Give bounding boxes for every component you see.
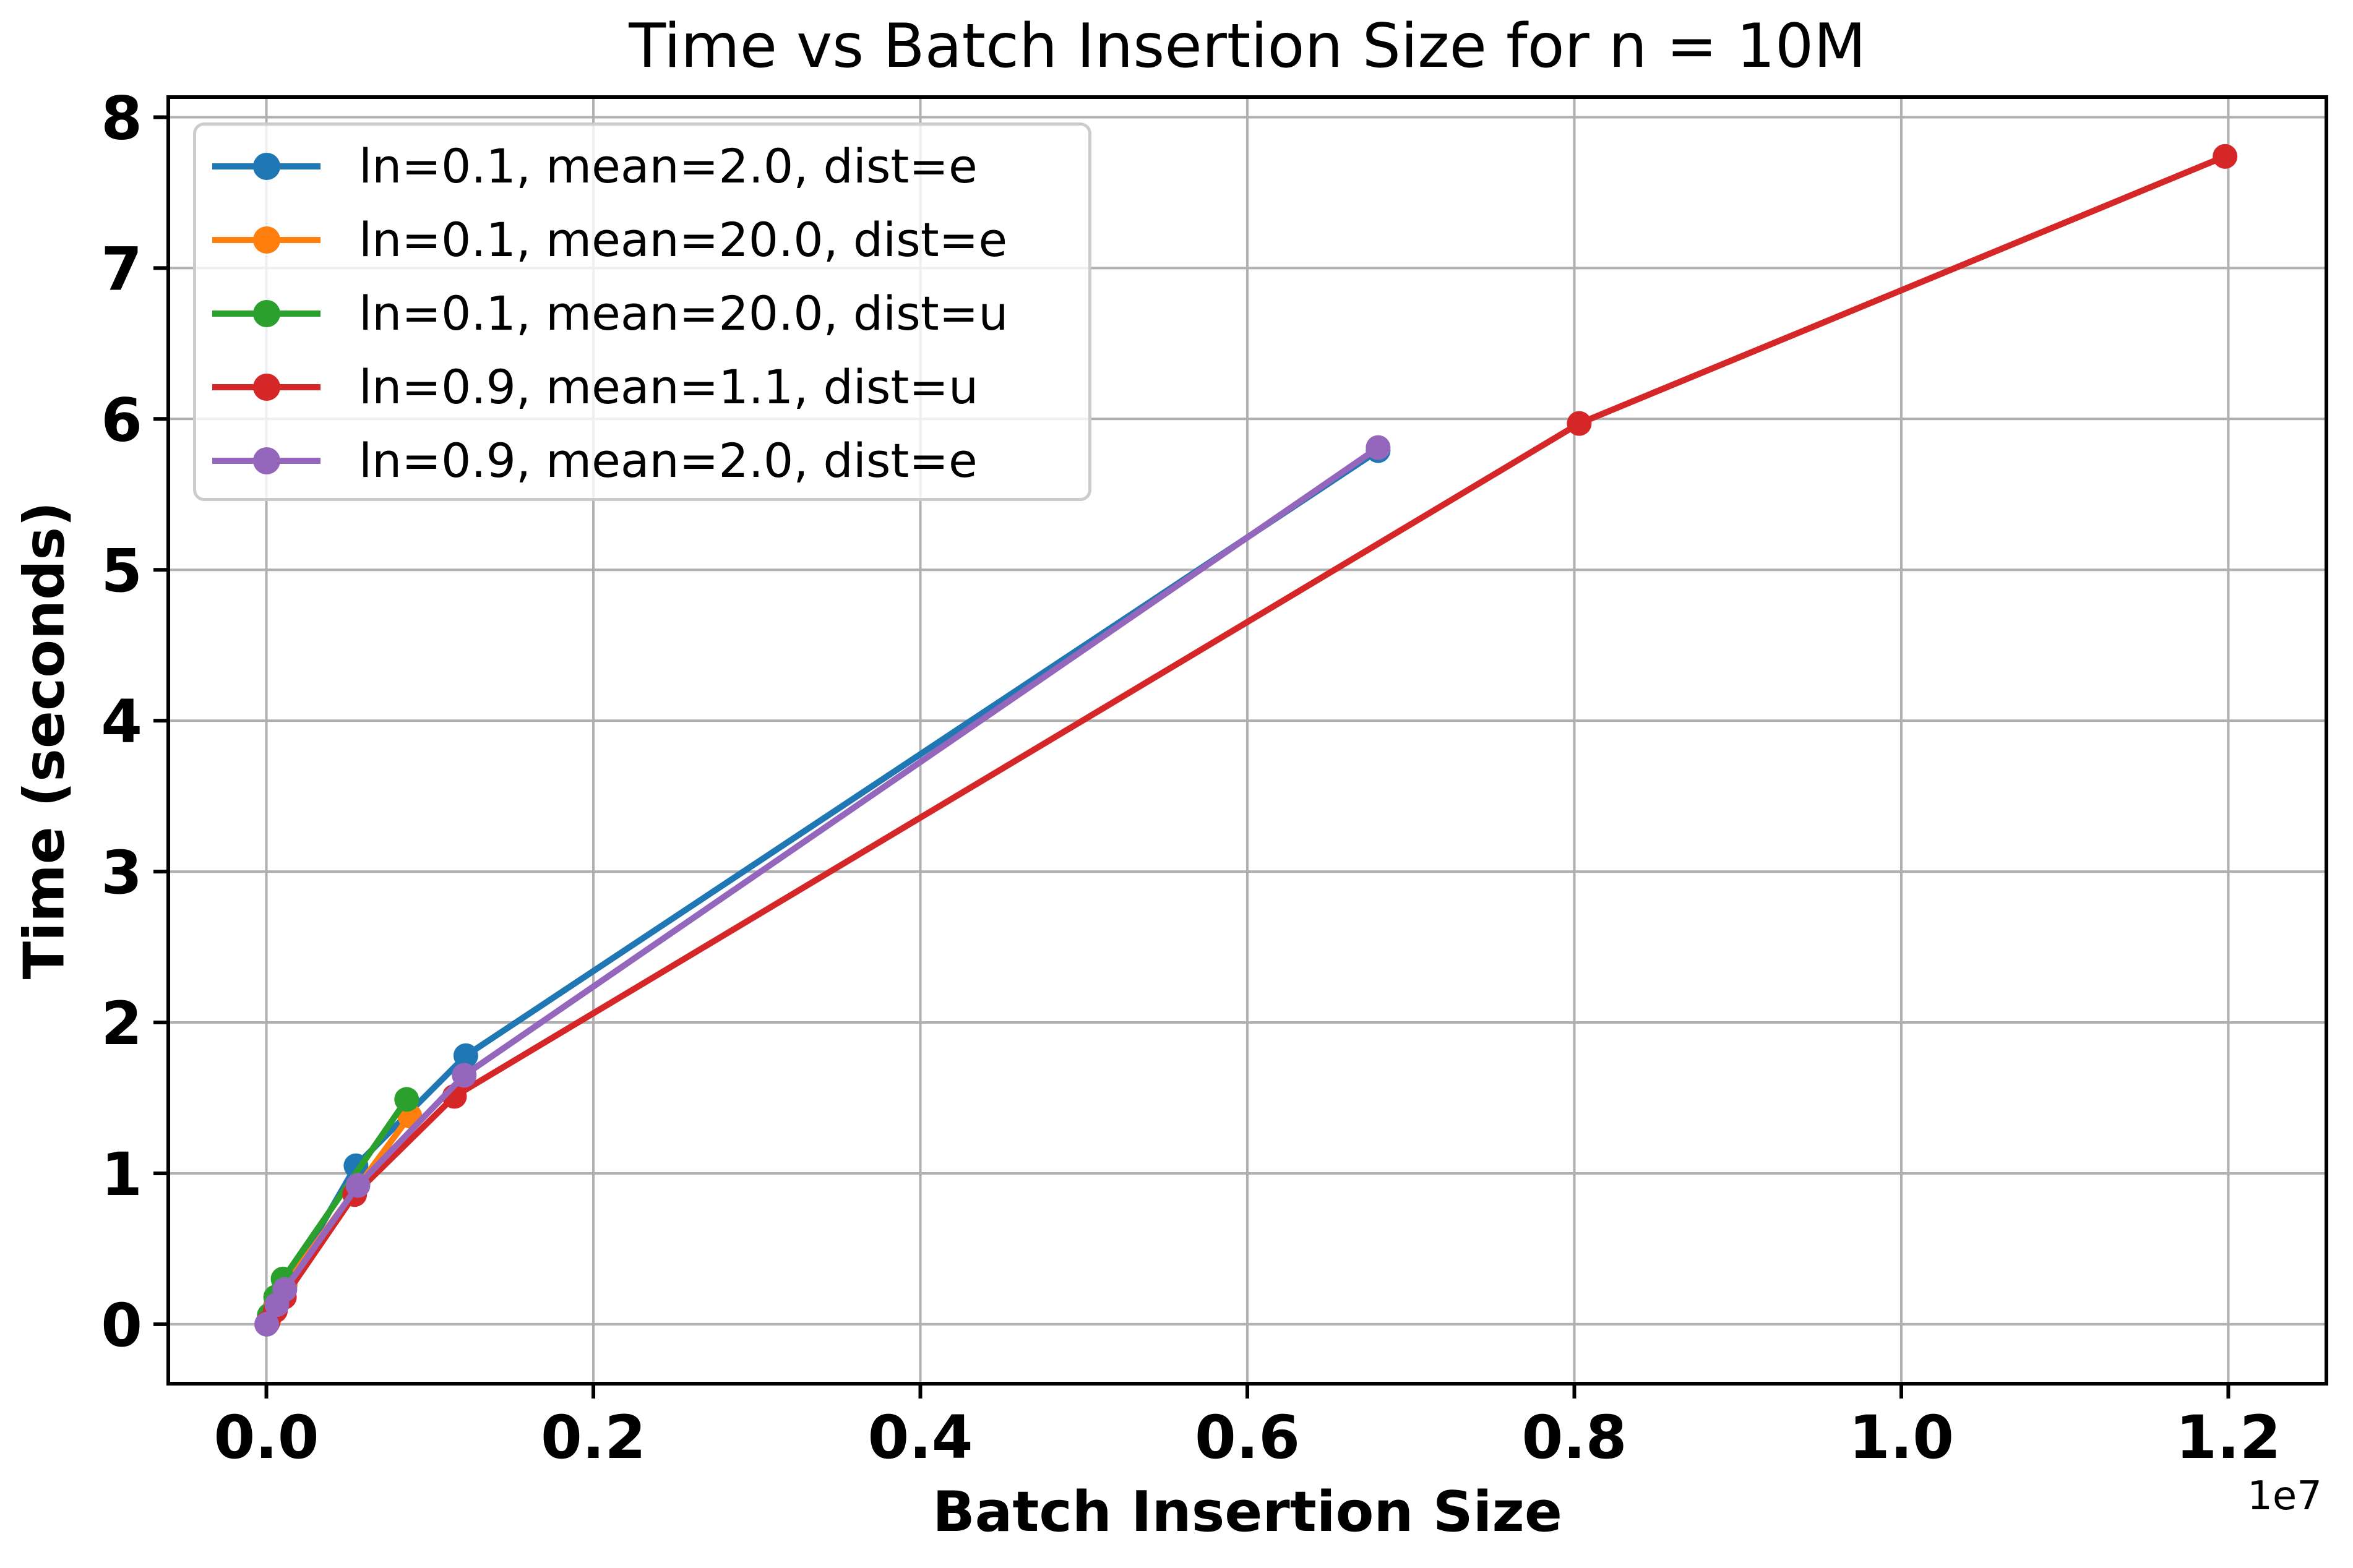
legend-marker-dot <box>252 226 280 254</box>
y-axis-label: Time (seconds) <box>12 501 77 980</box>
y-tick-label: 0 <box>101 1291 142 1360</box>
series-line-4 <box>264 444 1382 1327</box>
chart-title: Time vs Batch Insertion Size for n = 10M <box>629 11 1866 82</box>
y-tick-label: 1 <box>101 1140 142 1209</box>
legend-row-3: ln=0.9, mean=1.1, dist=u <box>212 350 1088 424</box>
legend-row-4: ln=0.9, mean=2.0, dist=e <box>212 424 1088 497</box>
x-axis-offset-label: 1e7 <box>2247 1473 2322 1519</box>
x-tick-label: 0.8 <box>1521 1403 1627 1472</box>
y-tick-label: 3 <box>101 838 142 907</box>
legend-marker-dot <box>252 299 280 327</box>
y-tick-label: 5 <box>101 536 142 606</box>
x-tick-label: 1.0 <box>1849 1403 1954 1472</box>
series-marker-4 <box>272 1277 298 1302</box>
legend-label: ln=0.1, mean=20.0, dist=e <box>359 212 1008 267</box>
series-marker-4 <box>1366 435 1391 460</box>
legend-marker-dot <box>252 373 280 401</box>
legend-row-2: ln=0.1, mean=20.0, dist=u <box>212 276 1088 350</box>
series-marker-3 <box>2213 144 2238 169</box>
legend-line-marker-icon <box>212 446 320 476</box>
series-marker-3 <box>1567 411 1592 436</box>
y-tick-label: 6 <box>101 385 142 455</box>
x-tick-label: 0.2 <box>541 1403 646 1472</box>
legend-marker-dot <box>252 152 280 180</box>
series-marker-4 <box>345 1173 371 1198</box>
x-tick-label: 1.2 <box>2175 1403 2281 1472</box>
legend-row-1: ln=0.1, mean=20.0, dist=e <box>212 203 1088 276</box>
y-tick-label: 2 <box>101 989 142 1058</box>
x-tick-label: 0.6 <box>1195 1403 1300 1472</box>
legend-line-marker-icon <box>212 225 320 255</box>
series-marker-4 <box>254 1311 280 1337</box>
x-axis-label: Batch Insertion Size <box>932 1480 1562 1544</box>
legend-line-marker-icon <box>212 372 320 402</box>
series-marker-4 <box>452 1063 477 1088</box>
series-line-0 <box>266 447 1382 1320</box>
legend-label: ln=0.9, mean=1.1, dist=u <box>359 359 979 414</box>
legend-row-0: ln=0.1, mean=2.0, dist=e <box>212 129 1088 203</box>
legend-line-marker-icon <box>212 152 320 181</box>
y-tick-label: 8 <box>101 84 142 153</box>
x-tick-label: 0.4 <box>867 1403 973 1472</box>
legend: ln=0.1, mean=2.0, dist=e ln=0.1, mean=20.… <box>193 122 1091 501</box>
series-marker-0 <box>453 1043 478 1068</box>
legend-label: ln=0.1, mean=2.0, dist=e <box>359 139 978 194</box>
legend-marker-dot <box>252 447 280 474</box>
y-tick-label: 7 <box>101 234 142 304</box>
legend-line-marker-icon <box>212 299 320 328</box>
legend-label: ln=0.1, mean=20.0, dist=u <box>359 286 1009 341</box>
x-tick-label: 0.0 <box>214 1403 319 1472</box>
legend-label: ln=0.9, mean=2.0, dist=e <box>359 433 978 488</box>
series-marker-2 <box>394 1087 419 1112</box>
y-tick-label: 4 <box>101 687 142 756</box>
